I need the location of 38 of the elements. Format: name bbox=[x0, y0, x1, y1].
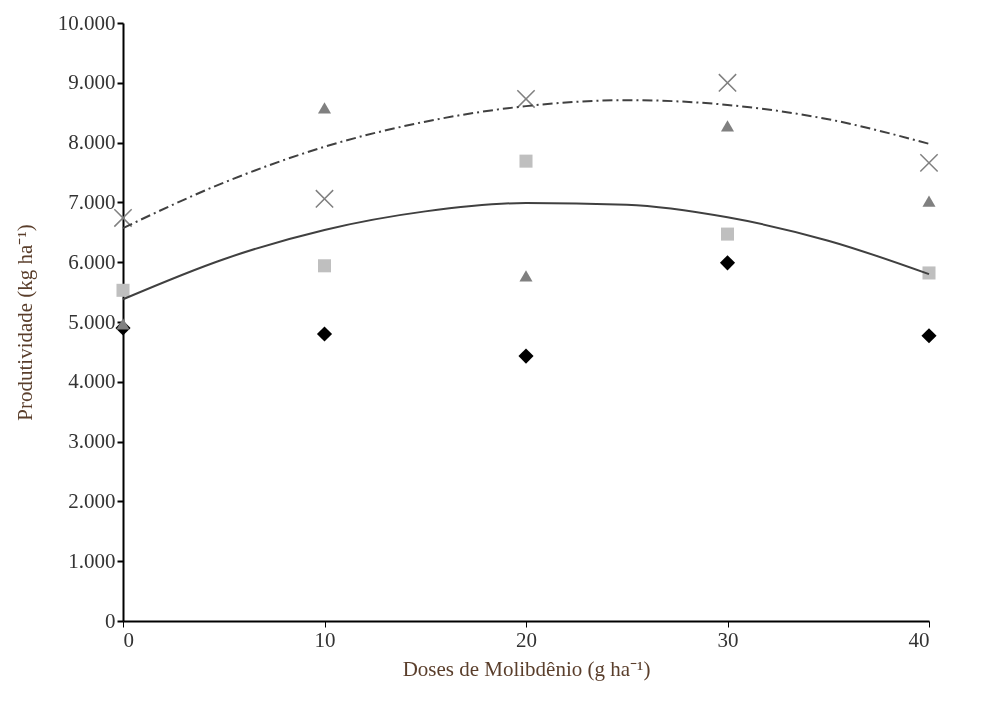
x-axis-title: Doses de Molibdênio (g ha⁻¹) bbox=[402, 656, 651, 681]
point bbox=[719, 255, 736, 271]
point bbox=[921, 328, 937, 344]
y-tick-label: 9.000 bbox=[68, 70, 116, 95]
point bbox=[519, 154, 533, 168]
y-tick-label: 0 bbox=[105, 608, 116, 633]
y-axis-title: Produtividade (kg ha⁻¹) bbox=[12, 224, 37, 421]
point bbox=[518, 348, 534, 364]
point bbox=[317, 102, 332, 114]
point bbox=[315, 189, 334, 209]
point bbox=[519, 270, 533, 282]
y-tick-label: 7.000 bbox=[68, 189, 116, 214]
point bbox=[116, 283, 130, 297]
point bbox=[922, 195, 936, 207]
y-tick-label: 5.000 bbox=[68, 309, 116, 334]
x-tick-label: 40 bbox=[908, 627, 930, 652]
point bbox=[718, 73, 737, 93]
y-tick-label: 8.000 bbox=[68, 130, 116, 155]
point bbox=[113, 208, 133, 228]
point bbox=[316, 326, 333, 342]
y-tick-label: 10.000 bbox=[57, 10, 116, 35]
x-tick-label: 0 bbox=[123, 627, 134, 652]
point bbox=[720, 120, 735, 132]
point bbox=[516, 89, 536, 109]
y-tick-label: 2.000 bbox=[68, 488, 116, 513]
point bbox=[922, 266, 936, 280]
y-tick-label: 1.000 bbox=[68, 548, 116, 573]
y-tick-label: 3.000 bbox=[68, 429, 116, 454]
x-tick-label: 30 bbox=[717, 627, 739, 652]
y-tick-label: 4.000 bbox=[68, 369, 116, 394]
point bbox=[720, 227, 735, 241]
x-tick-label: 20 bbox=[516, 627, 537, 652]
y-tick-label: 6.000 bbox=[68, 249, 116, 274]
point bbox=[919, 153, 939, 173]
line-series bbox=[122, 99, 930, 230]
x-tick-label: 10 bbox=[314, 627, 336, 652]
point bbox=[317, 259, 332, 273]
point bbox=[116, 318, 130, 330]
